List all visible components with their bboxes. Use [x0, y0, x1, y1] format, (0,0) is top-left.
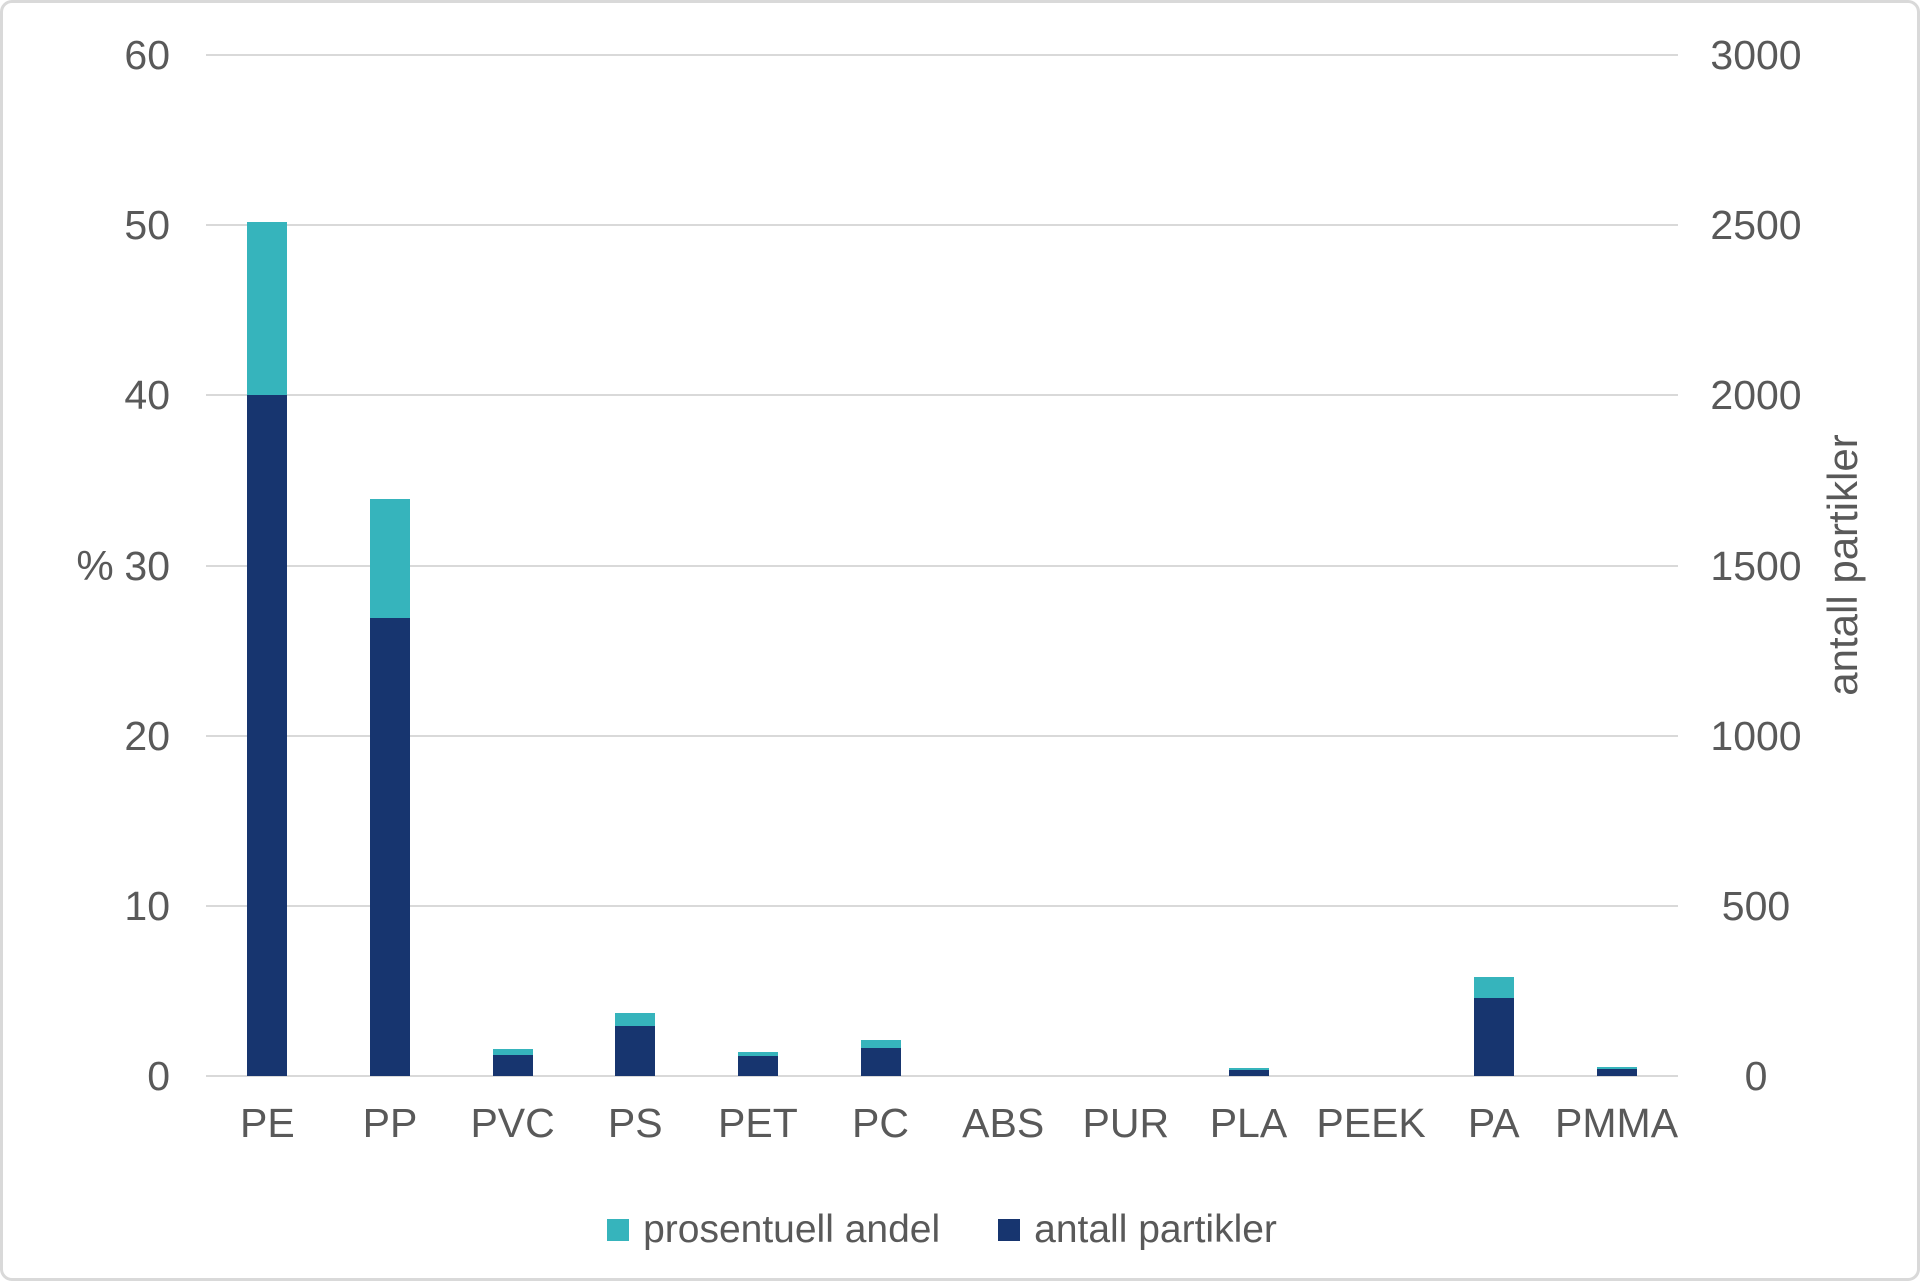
gridline-30 — [206, 564, 1678, 567]
bar-segment-PP-prosentuell-andel — [370, 499, 410, 619]
legend-swatch-icon — [607, 1219, 630, 1241]
left-tick-10: 10 — [124, 882, 170, 929]
bar-slot-ABS — [942, 55, 1065, 1076]
category-label-PA: PA — [1467, 1100, 1520, 1146]
bar-slot-PP — [329, 55, 452, 1076]
plot-area — [206, 54, 1678, 1077]
category-label-ABS: ABS — [962, 1100, 1045, 1146]
bar-PLA — [1228, 1068, 1269, 1076]
bar-segment-PVC-antall-partikler — [492, 1054, 533, 1076]
bar-PET — [738, 1052, 779, 1076]
category-label-PUR: PUR — [1082, 1100, 1170, 1146]
left-tick-0: 0 — [147, 1053, 170, 1099]
bar-PP — [370, 499, 410, 1076]
bar-PC — [860, 1040, 901, 1076]
right-tick-2500: 2500 — [1710, 202, 1802, 249]
bars-layer — [206, 55, 1678, 1076]
legend-label: prosentuell andel — [643, 1208, 941, 1251]
bar-slot-PVC — [451, 55, 574, 1076]
category-label-PVC: PVC — [470, 1100, 555, 1146]
left-axis-title: % — [76, 542, 114, 589]
bar-slot-PA — [1433, 55, 1556, 1076]
right-tick-2000: 2000 — [1710, 372, 1802, 419]
bar-slot-PMMA — [1555, 55, 1678, 1076]
legend: prosentuell andel antall partikler — [206, 1208, 1678, 1252]
right-axis-tick-labels: 3000 2500 2000 1500 1000 500 0 — [1706, 34, 1806, 1097]
bar-segment-PS-prosentuell-andel — [615, 1013, 656, 1026]
legend-label: antall partikler — [1034, 1208, 1277, 1251]
bar-PS — [615, 1013, 656, 1076]
bar-segment-PET-antall-partikler — [738, 1056, 779, 1076]
bar-segment-PA-antall-partikler — [1474, 998, 1515, 1076]
bar-slot-PUR — [1065, 55, 1188, 1076]
right-tick-3000: 3000 — [1710, 32, 1802, 78]
legend-swatch-icon — [998, 1219, 1021, 1241]
bar-slot-PET — [697, 55, 820, 1076]
bar-segment-PLA-antall-partikler — [1228, 1070, 1269, 1076]
bar-segment-PVC-prosentuell-andel — [492, 1048, 533, 1055]
category-label-PE: PE — [239, 1100, 295, 1146]
bar-segment-PC-prosentuell-andel — [860, 1040, 901, 1049]
category-label-PC: PC — [852, 1100, 909, 1146]
gridline-50 — [206, 224, 1678, 227]
bar-slot-PE — [206, 55, 329, 1076]
bar-segment-PE-antall-partikler — [247, 395, 288, 1076]
category-axis-labels: PE PP PVC PS PET PC ABS PUR PLA PEEK PA PMMA — [206, 1099, 1678, 1147]
bar-segment-PLA-prosentuell-andel — [1228, 1068, 1269, 1071]
right-tick-0: 0 — [1744, 1053, 1768, 1099]
bar-segment-PET-prosentuell-andel — [738, 1052, 779, 1057]
bar-PMMA — [1596, 1066, 1637, 1076]
gridline-0 — [206, 1075, 1678, 1077]
bar-segment-PE-prosentuell-andel — [247, 221, 288, 396]
bar-slot-PC — [819, 55, 942, 1076]
category-label-PP: PP — [362, 1100, 418, 1146]
category-label-PS: PS — [607, 1100, 663, 1146]
bar-segment-PMMA-antall-partikler — [1596, 1068, 1637, 1076]
category-label-PMMA: PMMA — [1555, 1100, 1679, 1146]
gridline-10 — [206, 904, 1678, 907]
bar-segment-PP-antall-partikler — [370, 618, 410, 1076]
bar-segment-PMMA-prosentuell-andel — [1596, 1066, 1637, 1069]
bar-segment-PA-prosentuell-andel — [1474, 977, 1515, 999]
bar-slot-PLA — [1187, 55, 1310, 1076]
legend-item-antall-partikler: antall partikler — [998, 1208, 1277, 1252]
left-tick-50: 50 — [124, 202, 170, 249]
category-label-PET: PET — [718, 1100, 798, 1146]
bar-segment-PS-antall-partikler — [615, 1025, 656, 1076]
gridline-20 — [206, 734, 1678, 737]
bar-segment-PC-antall-partikler — [860, 1048, 901, 1076]
left-tick-60: 60 — [124, 32, 170, 78]
gridline-60 — [206, 54, 1678, 56]
left-tick-20: 20 — [124, 712, 170, 759]
left-axis-tick-labels: 60 50 40 30 20 10 0 — [3, 34, 170, 1097]
left-tick-30: 30 — [124, 542, 170, 589]
legend-item-prosentuell-andel: prosentuell andel — [607, 1208, 940, 1252]
right-tick-1000: 1000 — [1710, 712, 1802, 759]
left-tick-40: 40 — [124, 372, 170, 419]
bar-PE — [247, 221, 288, 1076]
bar-slot-PS — [574, 55, 697, 1076]
bar-PA — [1474, 977, 1515, 1076]
category-label-PLA: PLA — [1209, 1100, 1288, 1146]
bar-slot-PEEK — [1310, 55, 1433, 1076]
gridline-40 — [206, 394, 1678, 397]
right-tick-500: 500 — [1721, 882, 1791, 929]
right-tick-1500: 1500 — [1710, 542, 1802, 589]
right-axis-title: antall partikler — [1819, 434, 1866, 696]
category-label-PEEK: PEEK — [1316, 1100, 1426, 1146]
bar-PVC — [492, 1048, 533, 1076]
